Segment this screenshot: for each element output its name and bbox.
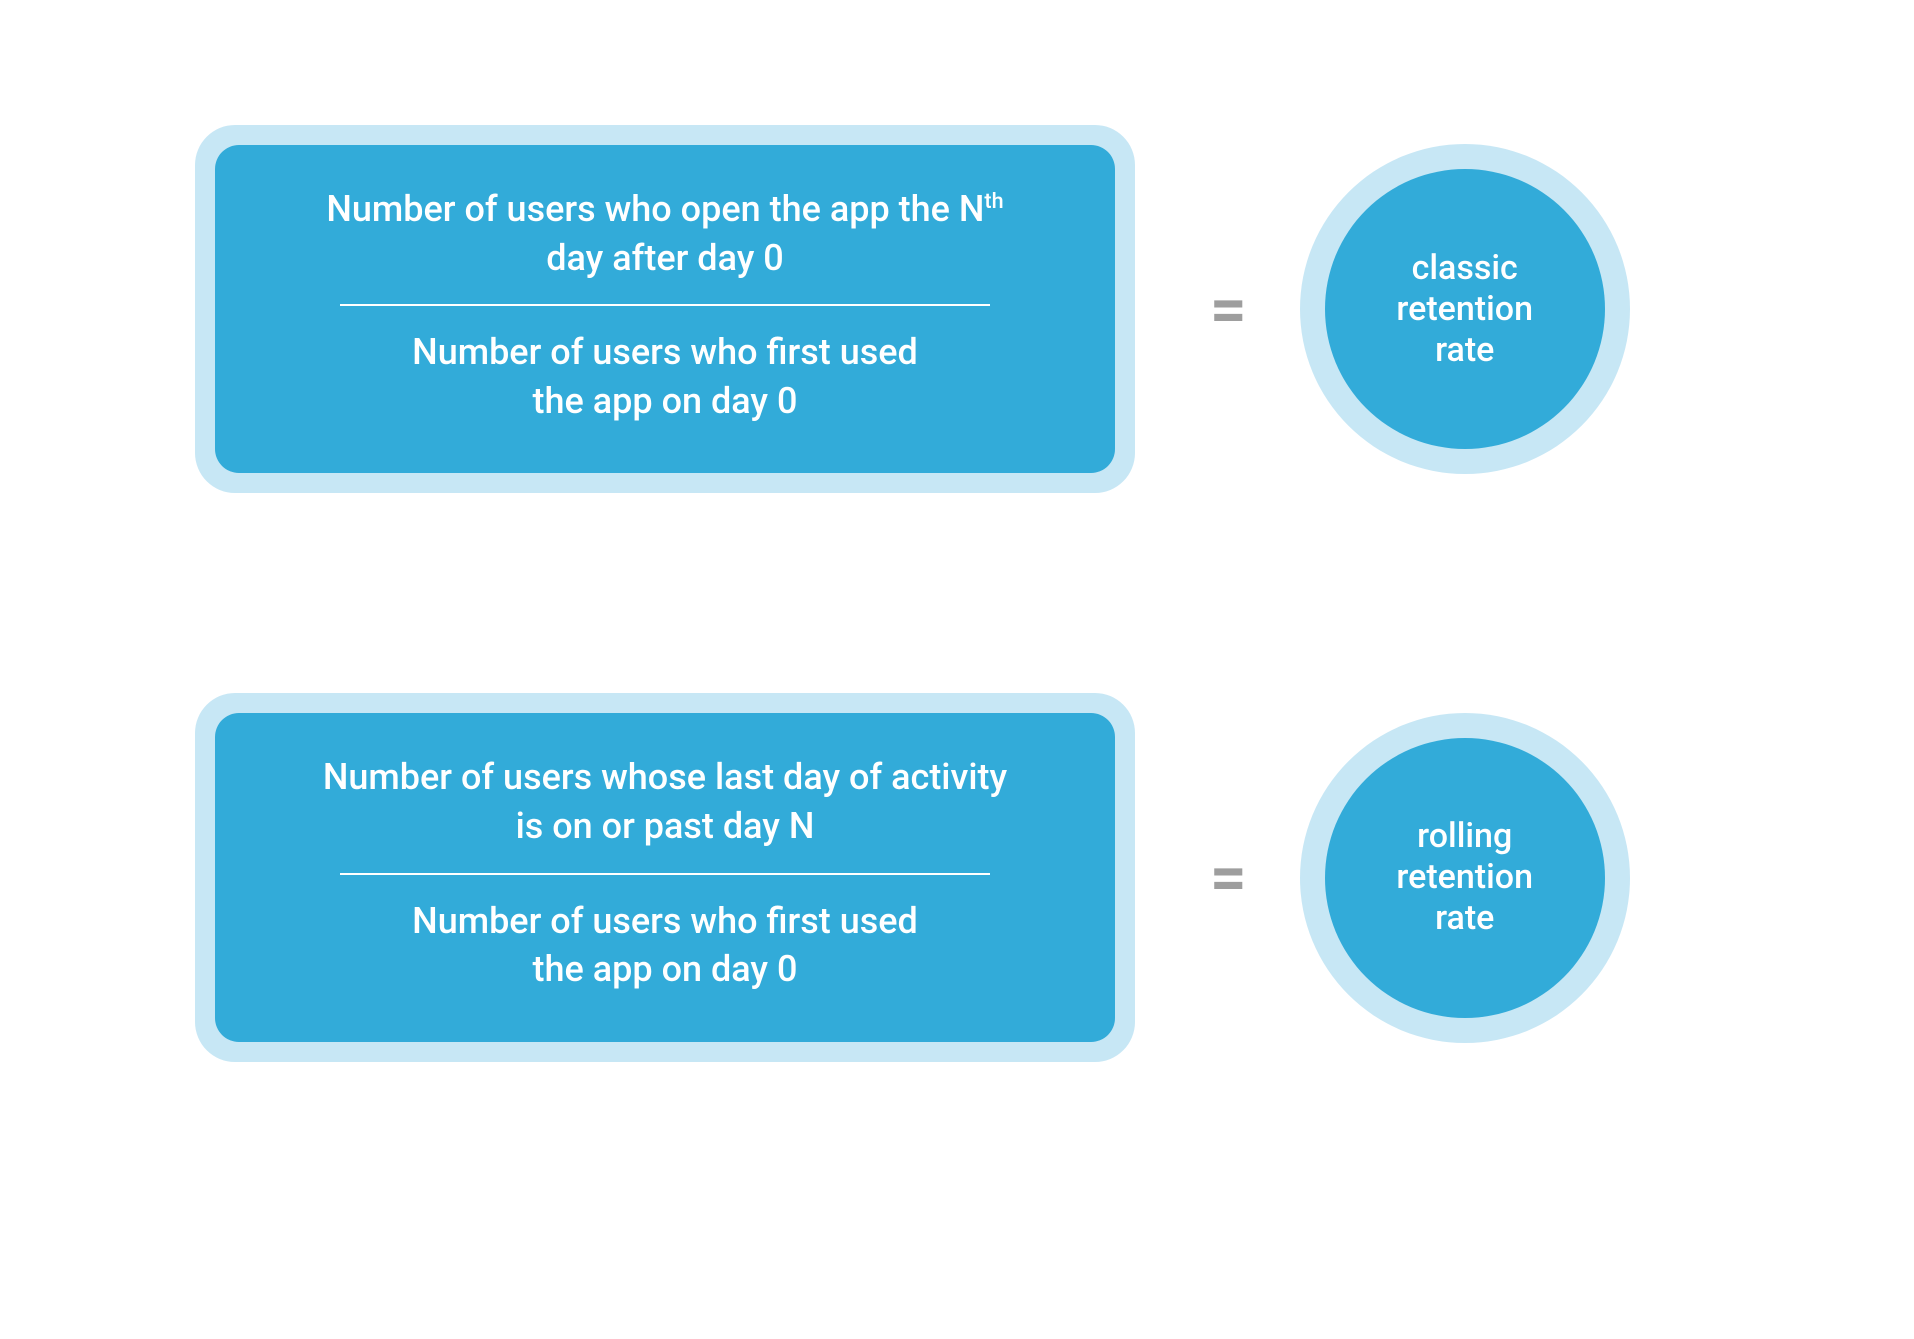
denominator-line1: Number of users who first used	[412, 900, 918, 942]
numerator: Number of users who open the app the Nth…	[265, 185, 1065, 282]
denominator: Number of users who first used the app o…	[265, 897, 1065, 994]
formula-box-outer: Number of users whose last day of activi…	[195, 693, 1135, 1061]
fraction-rule	[340, 304, 990, 306]
formula-box-outer: Number of users who open the app the Nth…	[195, 125, 1135, 493]
numerator-line2: day after day 0	[546, 237, 784, 279]
result-circle-inner: classic retention rate	[1325, 169, 1605, 449]
result-line2: retention	[1396, 857, 1533, 897]
equals-sign: =	[1210, 840, 1245, 915]
result-line2: retention	[1396, 289, 1533, 329]
result-line1: classic	[1412, 248, 1518, 288]
formula-row-classic: Number of users who open the app the Nth…	[195, 125, 1755, 493]
result-line3: rate	[1435, 330, 1494, 370]
numerator-line2: is on or past day N	[516, 805, 815, 847]
numerator-line1: Number of users who open the app the N	[326, 188, 984, 230]
result-line1: rolling	[1417, 816, 1512, 856]
numerator-sup: th	[984, 189, 1003, 214]
result-circle-inner: rolling retention rate	[1325, 738, 1605, 1018]
result-circle-outer: classic retention rate	[1300, 144, 1630, 474]
formula-row-rolling: Number of users whose last day of activi…	[195, 693, 1755, 1061]
numerator: Number of users whose last day of activi…	[265, 753, 1065, 850]
diagram-canvas: Number of users who open the app the Nth…	[195, 125, 1755, 1262]
denominator-line2: the app on day 0	[533, 948, 798, 990]
equals-sign: =	[1210, 272, 1245, 347]
fraction-rule	[340, 873, 990, 875]
formula-box-inner: Number of users who open the app the Nth…	[215, 145, 1115, 473]
result-label: rolling retention rate	[1396, 816, 1533, 938]
denominator-line2: the app on day 0	[533, 380, 798, 422]
result-circle-outer: rolling retention rate	[1300, 713, 1630, 1043]
denominator-line1: Number of users who first used	[412, 331, 918, 373]
result-line3: rate	[1435, 898, 1494, 938]
result-label: classic retention rate	[1396, 248, 1533, 370]
numerator-line1: Number of users whose last day of activi…	[323, 756, 1007, 798]
formula-box-inner: Number of users whose last day of activi…	[215, 713, 1115, 1041]
denominator: Number of users who first used the app o…	[265, 328, 1065, 425]
